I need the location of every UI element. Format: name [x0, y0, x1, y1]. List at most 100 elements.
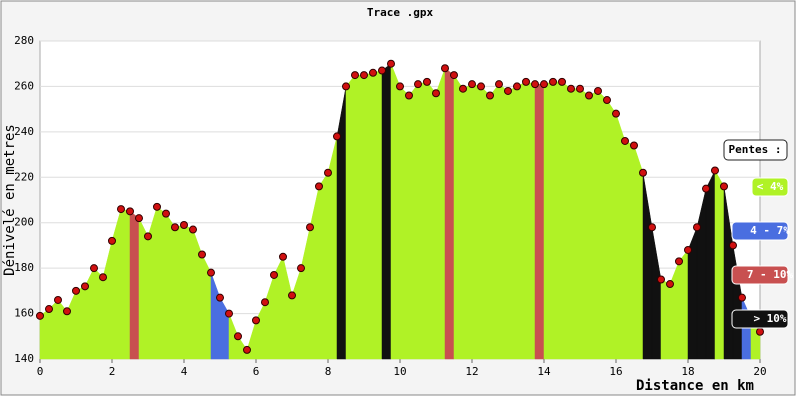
x-tick-label: 6 [253, 365, 260, 378]
elevation-point [180, 220, 188, 229]
slope-segment [633, 145, 644, 360]
slope-segment [156, 206, 167, 360]
elevation-point [81, 282, 89, 291]
x-tick-label: 8 [325, 365, 332, 378]
elevation-point [639, 168, 647, 177]
elevation-point [270, 270, 278, 279]
slope-segment [120, 208, 131, 360]
elevation-point [423, 77, 431, 86]
slope-segment [363, 72, 374, 360]
slope-segment [417, 81, 428, 360]
elevation-point [396, 82, 404, 91]
elevation-point [207, 268, 215, 277]
chart-title: Trace .gpx [367, 6, 434, 19]
elevation-point [387, 59, 395, 68]
y-tick-label: 180 [14, 261, 34, 274]
slope-segment [444, 67, 455, 360]
y-tick-label: 280 [14, 34, 34, 47]
slope-segment [678, 249, 689, 360]
elevation-point [495, 80, 503, 89]
elevation-point [720, 182, 728, 191]
elevation-point [54, 295, 62, 304]
elevation-point [450, 71, 458, 80]
slope-segment [525, 81, 536, 360]
slope-segment [408, 83, 419, 360]
x-tick-label: 14 [537, 365, 551, 378]
slope-segment [588, 90, 599, 360]
elevation-point [738, 293, 746, 302]
elevation-point [252, 316, 260, 325]
elevation-point [36, 311, 44, 320]
elevation-point [459, 84, 467, 93]
elevation-point [729, 241, 737, 250]
elevation-point [108, 236, 116, 245]
slope-segment [516, 81, 527, 360]
y-axis-label: Dénivelé en metres [2, 124, 18, 276]
x-tick-label: 20 [753, 365, 766, 378]
elevation-point [612, 109, 620, 118]
elevation-point [288, 291, 296, 300]
slope-segment [579, 88, 590, 360]
legend-label: < 4% [757, 180, 784, 193]
x-axis-label: Distance en km [636, 378, 754, 394]
slope-segment [354, 74, 365, 360]
elevation-point [702, 184, 710, 193]
x-tick-label: 18 [681, 365, 694, 378]
elevation-point [351, 71, 359, 80]
legend-item [731, 221, 789, 241]
slope-segment [615, 113, 626, 360]
legend-item [731, 265, 789, 285]
elevation-point [72, 286, 80, 295]
elevation-point [225, 309, 233, 318]
slope-segment [372, 70, 383, 360]
elevation-point [657, 275, 665, 284]
legend-title-box [723, 139, 788, 161]
elevation-point [504, 86, 512, 95]
elevation-point [594, 86, 602, 95]
slope-segment [705, 170, 716, 360]
elevation-point [549, 77, 557, 86]
y-tick-label: 260 [14, 79, 34, 92]
slope-segment [399, 85, 410, 360]
slope-segment [435, 68, 446, 360]
elevation-point [378, 66, 386, 75]
slope-segment [462, 83, 473, 360]
slope-segment [597, 90, 608, 360]
elevation-point [63, 307, 71, 316]
elevation-point [531, 80, 539, 89]
elevation-point [126, 207, 134, 216]
slope-segment [624, 140, 635, 360]
x-tick-label: 2 [109, 365, 116, 378]
slope-segment [93, 267, 104, 360]
elevation-point [99, 273, 107, 282]
slope-segment [183, 224, 194, 360]
slope-segment [660, 279, 671, 360]
elevation-point [216, 293, 224, 302]
elevation-point [45, 305, 53, 314]
elevation-point [90, 264, 98, 273]
slope-segment [390, 63, 401, 360]
slope-segment [174, 224, 185, 360]
slope-segment [480, 85, 491, 360]
elevation-point [261, 298, 269, 307]
elevation-point [540, 80, 548, 89]
slope-segment [489, 83, 500, 360]
slope-segment [570, 88, 581, 360]
x-tick-label: 12 [465, 365, 478, 378]
slope-segment [129, 210, 140, 360]
elevation-point [369, 68, 377, 77]
elevation-point [585, 91, 593, 100]
x-tick-label: 0 [37, 365, 44, 378]
elevation-point [189, 225, 197, 234]
slope-segment [165, 212, 176, 360]
y-tick-label: 200 [14, 216, 34, 229]
plot: 140 160 180 200 220 240 260 280 0 2 4 6 8 10 12 14 16 18 2… [14, 34, 767, 378]
elevation-point [693, 223, 701, 232]
slope-segment [426, 81, 437, 360]
elevation-point [279, 252, 287, 261]
x-tick-label: 16 [609, 365, 622, 378]
elevation-point [756, 327, 764, 336]
elevation-point [558, 77, 566, 86]
x-tick-label: 10 [393, 365, 406, 378]
